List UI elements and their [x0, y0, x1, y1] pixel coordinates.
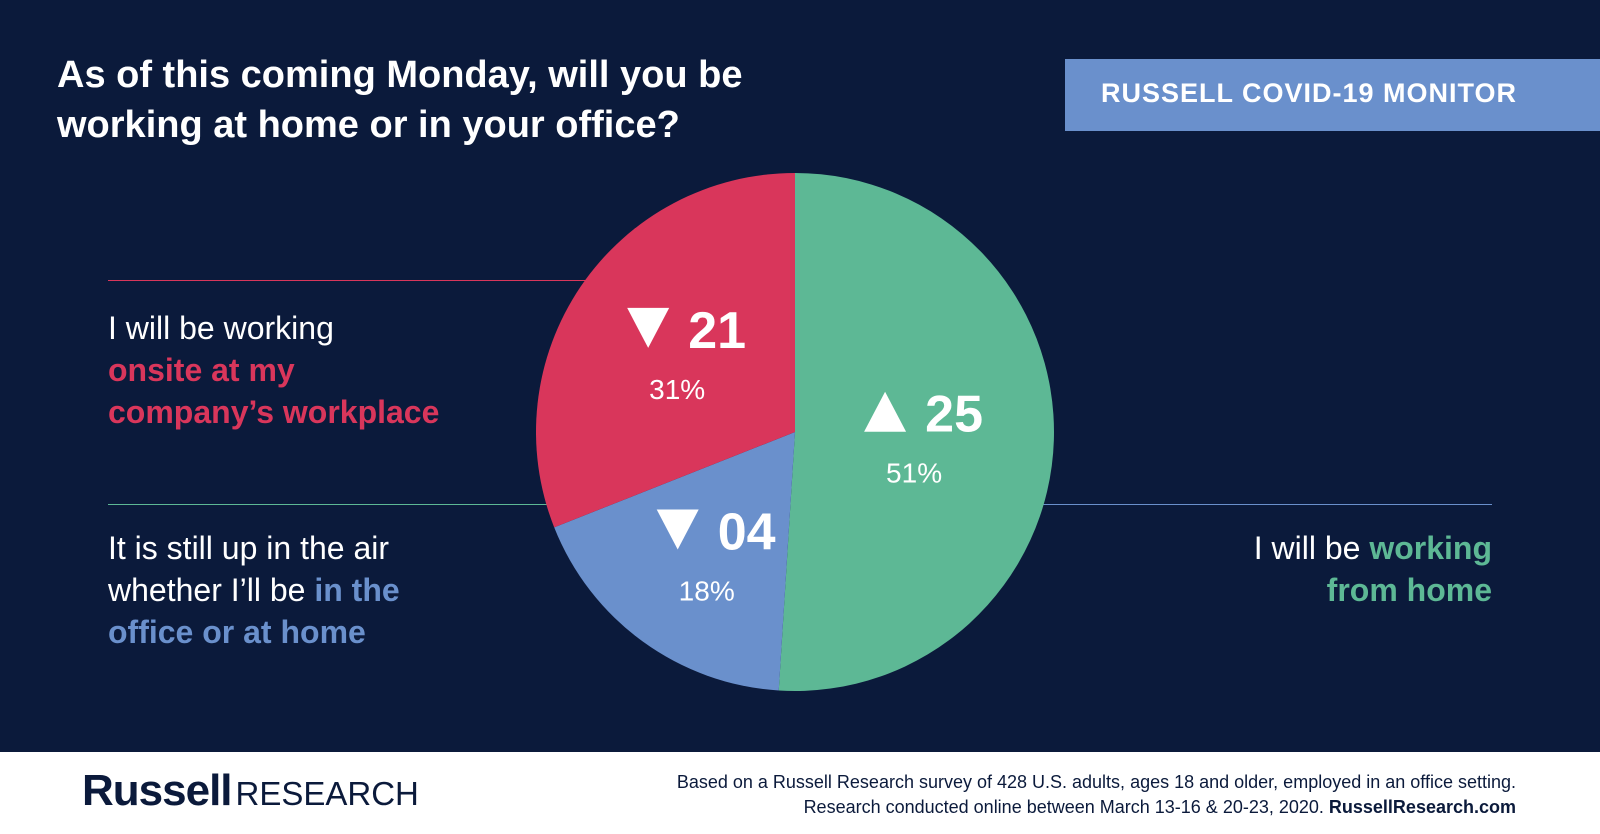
undecided-label-highlight-2: office or at home — [108, 614, 366, 650]
slice-percent-label: 31% — [649, 374, 705, 405]
undecided-leader-line — [108, 504, 548, 505]
undecided-label: It is still up in the air whether I’ll b… — [108, 527, 400, 653]
home-leader-line — [998, 504, 1492, 505]
slice-change-value: 21 — [688, 302, 746, 360]
onsite-label-highlight-2: company’s workplace — [108, 394, 440, 430]
russell-research-logo: Russell RESEARCH — [82, 766, 419, 816]
footnote-line-2: Research conducted online between March … — [803, 797, 1329, 817]
monitor-badge-label: RUSSELL COVID-19 MONITOR — [1101, 78, 1518, 108]
pie-slice-0 — [778, 173, 1054, 691]
pie-chart: 25 51% 04 18% 21 31% — [535, 173, 1054, 691]
home-label-plain: I will be — [1253, 530, 1370, 566]
onsite-label-plain: I will be working — [108, 310, 334, 346]
change-up-icon — [864, 391, 907, 432]
slice-percent-label: 18% — [679, 576, 735, 607]
change-down-icon — [627, 307, 670, 348]
title-line-2: working at home or in your office? — [57, 104, 680, 146]
pie-slice-2 — [535, 173, 795, 528]
logo-word-russell: Russell — [82, 766, 233, 815]
slice-percent-label: 51% — [886, 458, 942, 489]
title-line-1: As of this coming Monday, will you be — [57, 54, 743, 96]
undecided-label-highlight-1: in the — [314, 572, 400, 608]
onsite-label-highlight-1: onsite at my — [108, 352, 295, 388]
monitor-badge: RUSSELL COVID-19 MONITOR — [1065, 59, 1600, 131]
onsite-leader-line — [108, 280, 602, 281]
home-label: I will be working from home — [1254, 527, 1492, 611]
pie-slice-1 — [554, 432, 795, 691]
onsite-label: I will be working onsite at my company’s… — [108, 307, 439, 433]
slice-change-value: 25 — [925, 386, 983, 444]
logo-word-research: RESEARCH — [235, 775, 419, 812]
undecided-label-line-1: It is still up in the air — [108, 530, 389, 566]
survey-footnote: Based on a Russell Research survey of 42… — [616, 770, 1516, 820]
home-label-highlight-1: working — [1369, 530, 1492, 566]
slice-change-value: 04 — [718, 504, 776, 562]
home-label-highlight-2: from home — [1326, 572, 1492, 608]
change-down-icon — [656, 509, 699, 550]
footnote-link[interactable]: RussellResearch.com — [1328, 797, 1516, 817]
footnote-line-1: Based on a Russell Research survey of 42… — [676, 772, 1516, 792]
chart-title: As of this coming Monday, will you be wo… — [57, 50, 877, 150]
undecided-label-line-2: whether I’ll be — [108, 572, 315, 608]
